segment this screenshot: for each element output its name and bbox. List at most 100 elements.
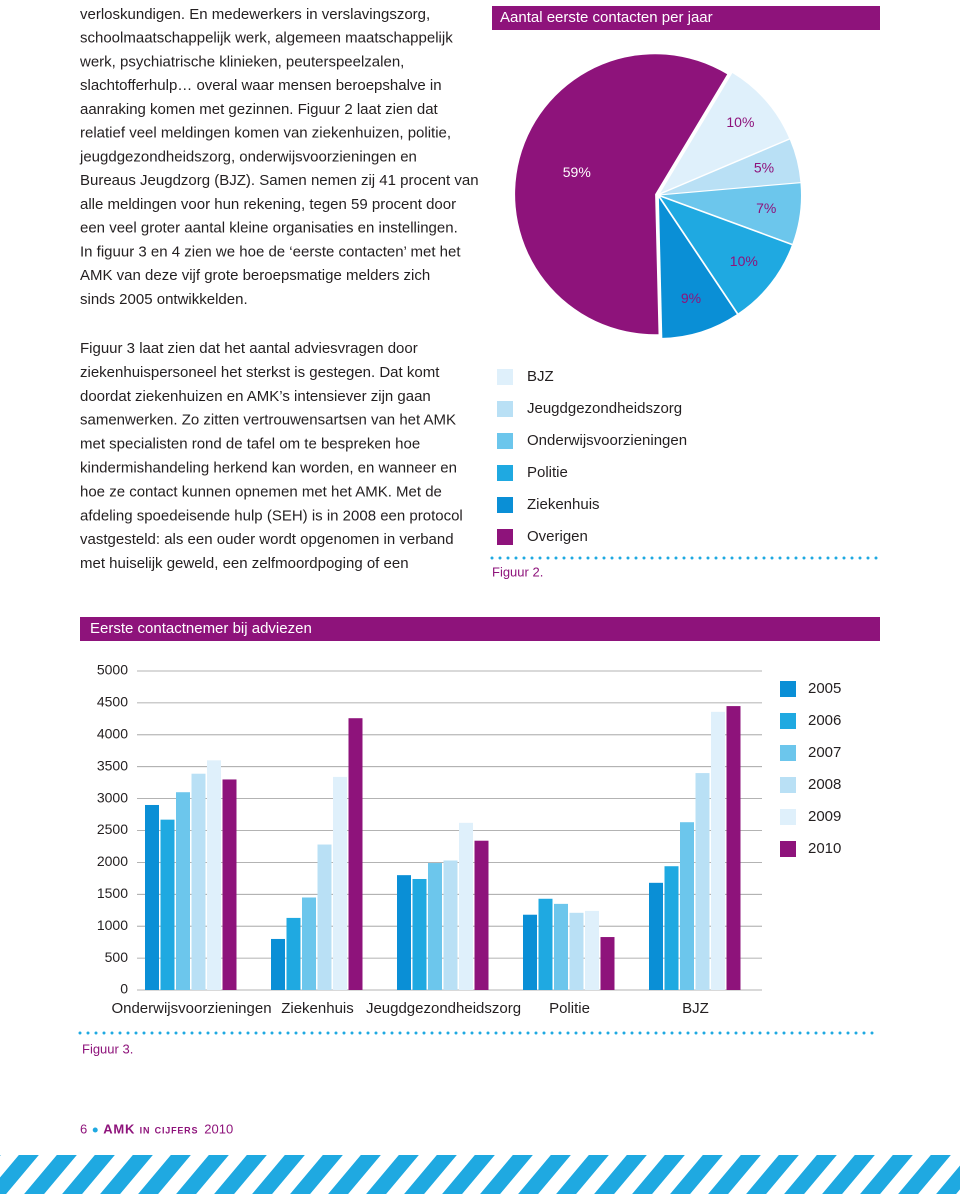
body-line: relatief veel meldingen komen van zieken… [80,125,451,142]
body-line: ziekenhuispersoneel het sterkst is geste… [80,364,440,381]
legend-label: Jeugdgezondheidszorg [527,400,682,417]
y-tick-label: 4500 [97,694,128,710]
y-tick-label: 3500 [97,757,128,773]
y-tick-label: 2000 [97,853,128,869]
x-tick-label: Ziekenhuis [281,1000,354,1017]
bar-caption: Figuur 3. [82,1041,133,1056]
bar [412,878,427,990]
legend-swatch [497,465,513,481]
legend-swatch [497,369,513,385]
legend-label: 2007 [808,744,841,761]
legend-swatch [497,497,513,513]
x-tick-label: Jeugdgezondheidszorg [366,1000,521,1017]
x-tick-label: Politie [549,1000,590,1017]
body-line: een veel groter aantal kleine organisati… [80,220,458,237]
bar [569,912,584,990]
pie-label: 10% [730,253,758,269]
bar [695,773,710,990]
pie-label: 9% [681,290,701,306]
y-tick-label: 1500 [97,885,128,901]
pie-slice [660,183,801,244]
pie-label: 7% [756,200,776,216]
publication: AMK in cijfers [103,1121,198,1136]
bar [271,938,285,990]
legend-label: Ziekenhuis [527,496,600,513]
pie-slice [658,197,737,338]
body-line: met specialisten rond de tafel om te bes… [80,436,420,453]
body-line: Bureaus Jeugdzorg (BJZ). Samen nemen zij… [80,172,479,189]
body-line: sinds 2005 ontwikkelden. [80,291,248,308]
bar [348,718,363,990]
body-line: schoolmaatschappelijk werk, algemeen maa… [80,30,453,47]
bar [302,897,316,990]
legend-label: 2008 [808,776,841,793]
legend-swatch [497,401,513,417]
bar [176,792,190,990]
legend-swatch [780,745,796,761]
bar [286,917,301,990]
body-line: met huiselijk geweld, een zelfmoordpogin… [80,555,409,572]
pie-title-band [492,6,880,30]
legend-label: Politie [527,464,568,481]
bar [317,844,332,990]
y-tick-label: 500 [105,949,129,965]
body-line: aanraking komen met gezinnen. Figuur 2 l… [80,101,439,118]
y-tick-label: 5000 [97,662,128,678]
bar [600,937,615,990]
pie-slice [515,54,728,335]
bar [207,760,221,990]
x-tick-label: BJZ [682,1000,709,1017]
legend-label: 2006 [808,712,841,729]
y-tick-label: 4000 [97,726,128,742]
bar [397,875,411,990]
body-line: Figuur 3 laat zien dat het aantal advies… [80,340,418,357]
body-line: AMK van deze vijf grote beroepsmatige me… [80,267,430,284]
page-number: 6 [80,1121,87,1136]
legend-label: 2010 [808,840,841,857]
legend-label: Overigen [527,528,588,545]
pie-slice [660,73,790,194]
legend-swatch [780,713,796,729]
pie-label: 5% [754,159,774,175]
bar [680,822,694,990]
legend-label: Onderwijsvoorzieningen [527,432,687,449]
pie-label: 10% [726,114,754,130]
bar [145,804,159,990]
x-tick-label: Onderwijsvoorzieningen [111,1000,271,1017]
y-tick-label: 3000 [97,789,128,805]
legend-label: 2005 [808,680,841,697]
legend-swatch [780,777,796,793]
legend-label: 2009 [808,808,841,825]
body-line: alle meldingen voor hun rekening, tegen … [80,196,456,213]
bar [538,898,553,990]
publication-year: 2010 [204,1121,233,1136]
body-line: kindermishandeling herkend kan worden, e… [80,459,457,476]
pie-caption: Figuur 2. [492,564,543,579]
bar-title-band [80,617,880,641]
body-line: samenwerken. Zo zitten vertrouwensartsen… [80,412,456,429]
bar [554,903,568,990]
body-line: In figuur 3 en 4 zien we hoe de ‘eerste … [80,243,461,260]
bar [443,860,458,990]
footer-bullet [92,1127,98,1133]
pie-slice [660,139,801,195]
y-tick-label: 2500 [97,821,128,837]
body-line: hoe ze contact kunnen opnemen met het AM… [80,483,442,500]
body-line: jeugdgezondheidszorg, onderwijsvoorzieni… [79,148,417,165]
legend-swatch [497,529,513,545]
bar [474,840,489,990]
bar [726,706,741,990]
bar [191,773,206,990]
legend-label: BJZ [527,368,554,385]
legend-swatch [780,681,796,697]
bar [664,866,679,990]
body-line: verloskundigen. En medewerkers in versla… [80,6,430,23]
bar-title: Eerste contactnemer bij adviezen [90,620,312,637]
y-tick-label: 1000 [97,917,128,933]
body-line: slachtofferhulp… overal waar mensen bero… [80,77,442,94]
pie-slice [660,196,792,314]
bar [459,822,473,990]
bar [585,910,599,990]
body-line: afdeling spoedeisende hulp (SEH) is in 2… [80,507,463,524]
